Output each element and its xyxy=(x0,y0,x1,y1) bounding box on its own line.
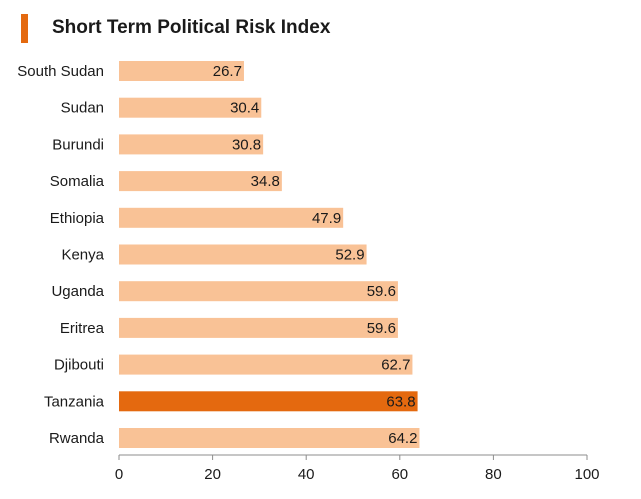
chart-title: Short Term Political Risk Index xyxy=(52,17,331,38)
value-label: 26.7 xyxy=(213,63,242,80)
category-label: Burundi xyxy=(52,136,104,153)
category-label: Somalia xyxy=(50,173,105,190)
bar xyxy=(119,61,244,81)
x-tick-label: 100 xyxy=(574,466,599,483)
bar xyxy=(119,207,344,228)
category-label: Kenya xyxy=(61,247,104,264)
value-label: 59.6 xyxy=(367,320,396,337)
x-tick-label: 80 xyxy=(485,466,502,483)
category-label: Rwanda xyxy=(49,430,105,447)
x-tick-label: 40 xyxy=(298,466,315,483)
bar xyxy=(119,317,398,338)
category-label: Djibouti xyxy=(54,357,104,374)
category-label: Uganda xyxy=(51,283,104,300)
x-axis: 0 20 40 60 80 100 xyxy=(115,454,600,483)
x-tick-label: 60 xyxy=(391,466,408,483)
category-label: Sudan xyxy=(61,100,104,117)
value-label: 63.8 xyxy=(386,393,415,410)
category-label: Tanzania xyxy=(44,393,105,410)
bar xyxy=(119,97,262,118)
value-label: 30.8 xyxy=(232,136,261,153)
bar xyxy=(119,134,264,155)
bar xyxy=(119,171,282,192)
category-label: South Sudan xyxy=(17,63,104,80)
bar xyxy=(119,244,367,265)
x-tick-label: 0 xyxy=(115,466,123,483)
category-label: Ethiopia xyxy=(50,210,105,227)
title-accent-bar xyxy=(21,14,28,43)
value-label: 47.9 xyxy=(312,210,341,227)
value-label: 30.4 xyxy=(230,100,259,117)
bar xyxy=(119,428,420,448)
bars-group: South Sudan 26.7 Sudan 30.4 Burundi 30.8 Somal… xyxy=(17,61,420,448)
x-tick-label: 20 xyxy=(204,466,221,483)
value-label: 62.7 xyxy=(381,357,410,374)
bar xyxy=(119,281,398,302)
value-label: 34.8 xyxy=(251,173,280,190)
category-label: Eritrea xyxy=(60,320,105,337)
value-label: 64.2 xyxy=(388,430,417,447)
bar xyxy=(119,354,413,375)
bar xyxy=(119,391,418,412)
value-label: 59.6 xyxy=(367,283,396,300)
value-label: 52.9 xyxy=(335,247,364,264)
